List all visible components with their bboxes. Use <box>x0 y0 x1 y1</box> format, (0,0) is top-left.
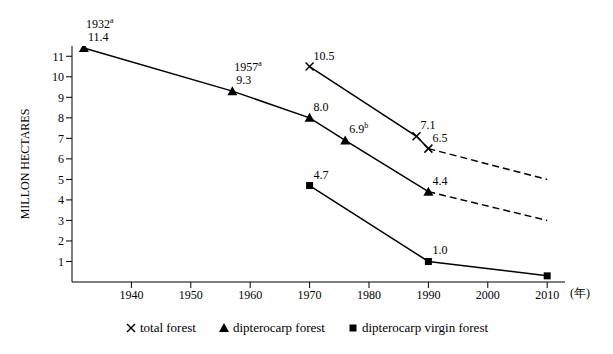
svg-text:5: 5 <box>58 173 64 187</box>
svg-text:4.4: 4.4 <box>432 174 447 188</box>
svg-text:2010: 2010 <box>535 288 559 302</box>
html-text:dipterocarp forest: dipterocarp forest <box>232 320 325 335</box>
svg-text:8: 8 <box>58 111 64 125</box>
svg-text:10.5: 10.5 <box>314 49 335 63</box>
svg-text:2000: 2000 <box>476 288 500 302</box>
svg-text:9.3: 9.3 <box>236 73 251 87</box>
svg-text:7.1: 7.1 <box>420 118 436 133</box>
svg-text:3: 3 <box>58 214 64 228</box>
svg-text:1970: 1970 <box>298 288 322 302</box>
svg-text:2: 2 <box>58 234 64 248</box>
html-text:total forest: total forest <box>139 320 196 335</box>
svg-text:1960: 1960 <box>238 288 262 302</box>
svg-text:6: 6 <box>58 152 64 166</box>
svg-text:1990: 1990 <box>416 288 440 302</box>
svg-text:(年): (年) <box>570 286 590 300</box>
svg-text:4.7: 4.7 <box>314 168 329 182</box>
svg-text:10: 10 <box>52 70 64 84</box>
svg-text:9: 9 <box>58 91 64 105</box>
svg-text:1950: 1950 <box>179 288 203 302</box>
svg-text:1940: 1940 <box>119 288 143 302</box>
svg-text:MILLON HECTARES: MILLON HECTARES <box>18 109 32 220</box>
svg-text:1980: 1980 <box>357 288 381 302</box>
html-text:dipterocarp virgin forest: dipterocarp virgin forest <box>362 320 489 335</box>
svg-text:8.0: 8.0 <box>314 100 329 114</box>
svg-text:7: 7 <box>58 132 64 146</box>
svg-text:1932a: 1932a <box>86 16 114 31</box>
svg-text:1957a: 1957a <box>234 59 262 74</box>
svg-text:6.9b: 6.9b <box>349 121 368 136</box>
svg-text:11.4: 11.4 <box>88 30 109 44</box>
svg-text:4: 4 <box>58 193 64 207</box>
svg-text:6.5: 6.5 <box>432 131 447 145</box>
svg-text:1.0: 1.0 <box>432 243 447 257</box>
svg-text:1: 1 <box>58 255 64 269</box>
svg-text:11: 11 <box>52 50 64 64</box>
